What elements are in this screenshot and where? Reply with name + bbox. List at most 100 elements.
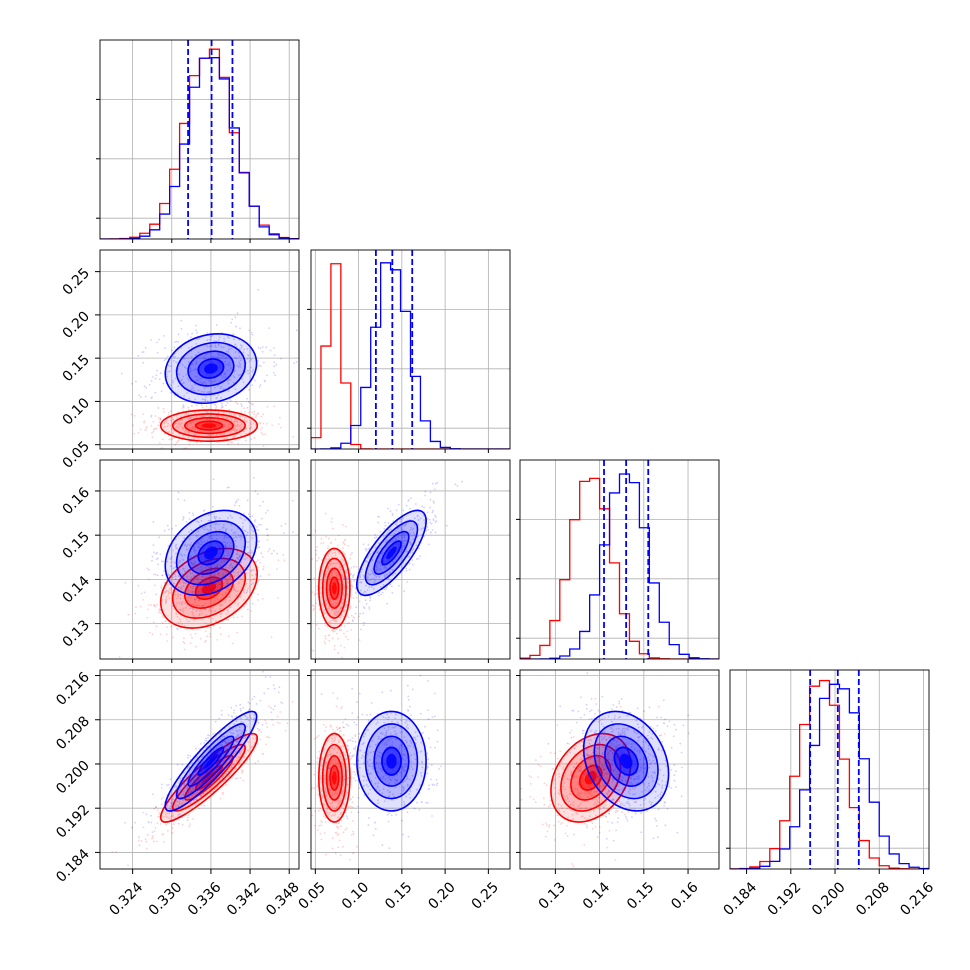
panel-p3-vs-p1-red-point — [354, 745, 357, 748]
panel-p3-vs-p1-red-point — [316, 785, 319, 788]
panel-p1-vs-p0-blue-point — [181, 382, 184, 385]
panel-p3-vs-p0-blue-point — [188, 791, 190, 794]
panel-p2-vs-p0-blue-point — [259, 575, 262, 577]
panel-p1-vs-p0-blue-point — [182, 405, 185, 407]
panel-p3-vs-p1-red-point — [339, 752, 342, 755]
panel-p2-vs-p1-blue-point — [380, 553, 383, 555]
panel-p2-vs-p0-red-point — [179, 618, 181, 621]
panel-p2-vs-p1-blue-point — [351, 552, 353, 554]
panel-p3-vs-p1-red-point — [328, 811, 331, 814]
panel-p2-vs-p1-blue-point — [363, 590, 366, 593]
panel-p1-vs-p0-blue-point — [217, 339, 220, 341]
panel-p3-vs-p0-red-point — [189, 823, 191, 825]
panel-p2-vs-p0-red-point — [240, 578, 242, 580]
panel-p1-vs-p0-blue-point — [183, 357, 186, 360]
panel-p1-vs-p0-red-point — [158, 442, 161, 444]
panel-p2-vs-p1-red-point — [339, 594, 341, 596]
panel-p2-vs-p1-blue-point — [430, 522, 433, 525]
panel-p2-vs-p1-blue-point — [345, 586, 347, 589]
panel-p2-vs-p1-blue-point — [361, 568, 364, 571]
panel-p1-vs-p0-red-point — [154, 428, 157, 430]
panel-p2-vs-p1-blue-point — [374, 546, 377, 549]
panel-p2-vs-p1-red-point — [336, 613, 339, 616]
panel-p3-vs-p0-red-point — [235, 760, 238, 762]
panel-p3-vs-p1-blue-point — [431, 815, 433, 817]
panel-p2-vs-p0-blue-point — [266, 534, 269, 537]
panel-p1-vs-p0-blue-point — [194, 383, 196, 386]
panel-p1-vs-p0-blue-point — [250, 358, 252, 361]
panel-p3-vs-p1-red-point — [331, 837, 334, 840]
panel-p2-vs-p0-blue-point — [245, 534, 248, 537]
panel-p2-vs-p0-blue-point — [182, 567, 185, 570]
panel-p3-vs-p1-blue-point — [389, 778, 392, 781]
panel-p1-vs-p0-red-point — [196, 404, 198, 406]
panel-p3-vs-p0-red-contour-0 — [159, 732, 259, 823]
panel-p1-vs-p0-red-point — [233, 424, 236, 427]
panel-p1-vs-p0-blue-point — [164, 347, 166, 349]
panel-p2-vs-p0-blue-point — [164, 583, 167, 585]
panel-p2-vs-p0-blue-point — [183, 582, 185, 584]
panel-p2-vs-p1-blue-point — [389, 510, 392, 513]
panel-p2-vs-p1-blue-point — [435, 516, 437, 519]
panel-p2-vs-p0-blue-point — [234, 501, 237, 504]
panel-p2-vs-p1-red-point — [336, 562, 339, 565]
panel-p3-vs-p1-red-point — [347, 806, 350, 809]
panel-p2-vs-p1-blue-point — [353, 565, 355, 568]
panel-p1-vs-p0-red-point — [186, 431, 189, 433]
panel-p1-vs-p0-blue-point — [203, 381, 206, 384]
panel-p3-vs-p1-red-point — [326, 755, 329, 757]
panel-p2-vs-p1-blue-point — [362, 624, 365, 626]
panel-p2-vs-p0-blue-point — [155, 593, 158, 596]
panel-p3-vs-p0-red-point — [145, 840, 148, 843]
panel-p3-vs-p0-red-point — [117, 873, 119, 875]
panel-p3-vs-p0-blue-point — [235, 736, 238, 739]
panel-p3-vs-p1-red-point — [324, 782, 327, 785]
panel-p2-vs-p1-red-point — [330, 555, 333, 558]
panel-p1-vs-p0-blue-point — [223, 372, 226, 375]
panel-p2-vs-p0-red-point — [247, 587, 249, 590]
panel-p2-vs-p0-red-point — [234, 602, 237, 605]
panel-p3-vs-p1-red-point — [340, 730, 342, 733]
panel-p2-vs-p1-blue-point — [411, 528, 414, 531]
panel-p2-vs-p1-blue-point — [379, 560, 381, 563]
panel-p3-vs-p0-blue-point — [174, 785, 177, 788]
panel-p1-vs-p0-blue-point — [160, 372, 162, 374]
panel-p2-vs-p0-blue-point — [228, 595, 231, 598]
panel-p3-vs-p0-blue-point — [262, 670, 264, 673]
panel-p2-vs-p0-red-point — [259, 562, 261, 564]
panel-p2-vs-p0-red-point — [151, 633, 154, 635]
panel-p2-vs-p1-red-point — [313, 593, 316, 596]
panel-p2-vs-p0-red-point — [204, 603, 207, 605]
panel-p2-vs-p1-red-point — [330, 571, 333, 574]
panel-p1-vs-p0-red-point — [170, 427, 173, 430]
panel-p2-vs-p0-red-point — [176, 597, 178, 600]
panel-p3-vs-p0-blue-point — [166, 784, 168, 786]
panel-p3-vs-p1-blue-point — [390, 737, 393, 740]
panel-p2-vs-p0-blue-point — [235, 500, 238, 503]
panel-p2-vs-p1-blue-point — [360, 581, 363, 583]
panel-p1-vs-p0-blue-point — [189, 370, 192, 373]
panel-p1-vs-p0-blue-point — [224, 363, 227, 366]
panel-p3-vs-p0-blue-point — [169, 805, 172, 808]
panel-p1-vs-p0-red-point — [221, 420, 223, 423]
panel-p3-vs-p1-blue-point — [354, 740, 357, 743]
panel-p3-vs-p1-red-point — [319, 764, 322, 767]
panel-p2-vs-p0-blue-point — [243, 529, 246, 532]
panel-p2-vs-p1-red-point — [339, 566, 342, 569]
panel-p3-vs-p0-blue-contour-2 — [187, 735, 235, 787]
panel-p3-vs-p1-red-point — [317, 734, 320, 737]
panel-p3-vs-p0-blue-point — [151, 831, 154, 833]
panel-p3-vs-p1-red-point — [323, 803, 326, 806]
panel-p2-vs-p1-red-point — [320, 537, 323, 540]
panel-p3-vs-p0-blue-point — [205, 772, 208, 774]
panel-p3-vs-p0-blue-point — [227, 745, 230, 747]
panel-p1-vs-p0-blue-point — [240, 347, 243, 349]
panel-p3-vs-p1-red-point — [341, 794, 343, 796]
panel-p2-vs-p0-blue-point — [152, 544, 155, 547]
panel-p2-vs-p0-blue-point — [226, 609, 229, 612]
panel-p2-vs-p0-blue-point — [226, 486, 229, 489]
panel-p3-vs-p1-blue-point — [361, 743, 364, 746]
panel-p2-vs-p1-blue-point — [384, 524, 387, 527]
panel-p3-vs-p0-red-point — [241, 772, 243, 774]
panel-p1-vs-p0-red-point — [215, 414, 218, 417]
